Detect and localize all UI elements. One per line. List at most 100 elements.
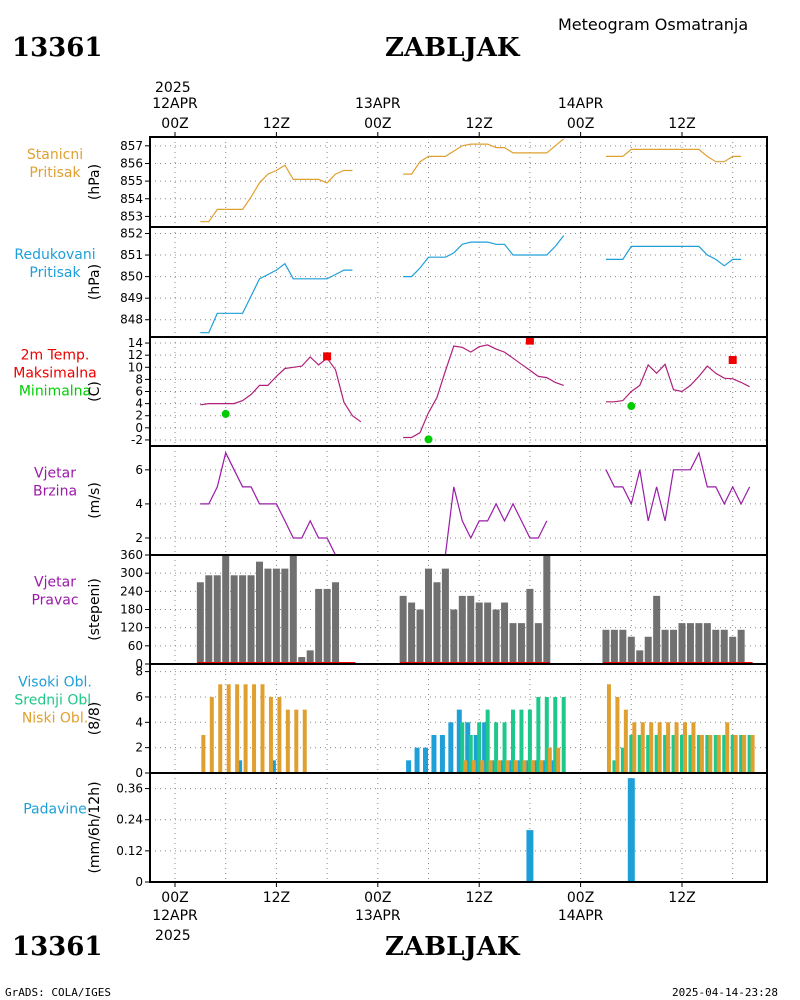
series-line: [606, 245, 742, 267]
wind-direction-bar: [239, 575, 247, 664]
cloud-bar: [423, 747, 428, 773]
cloud-bar: [277, 696, 282, 773]
panel-label: Pritisak: [29, 165, 81, 181]
cloud-bar: [556, 747, 561, 773]
station-id: 13361: [12, 33, 102, 63]
max-temp-marker: [525, 336, 534, 345]
cloud-bar: [494, 722, 499, 773]
panel-label: Vjetar: [34, 466, 76, 482]
cloud-bar: [646, 734, 651, 773]
cloud-bar: [527, 709, 532, 773]
wind-direction-bar: [517, 623, 525, 664]
cloud-bar: [285, 709, 290, 773]
y-tick-label: 854: [120, 192, 143, 206]
cloud-bar: [750, 734, 755, 773]
cloud-bar: [530, 760, 535, 773]
wind-direction-bar: [315, 588, 323, 664]
cloud-bar: [657, 722, 662, 773]
top-hour-label: 12Z: [668, 116, 695, 132]
wind-direction-bar: [458, 595, 466, 664]
cloud-bar: [547, 747, 552, 773]
y-tick-label: 849: [120, 291, 143, 305]
panel-label: Maksimalna: [13, 366, 97, 382]
panel-station_pressure: 853 854 855 856 857 Stanicni Pritisak (hPa): [27, 136, 768, 228]
cloud-bar: [640, 722, 645, 773]
cloud-bar: [505, 760, 510, 773]
cloud-bar: [226, 684, 231, 773]
wind-direction-bar: [408, 602, 416, 664]
y-tick-label: 0.36: [116, 782, 143, 796]
series-line: [403, 138, 565, 175]
series-line: [403, 235, 565, 278]
wind-direction-bar: [729, 636, 737, 664]
cloud-bar: [544, 696, 549, 773]
cloud-bar: [460, 722, 465, 773]
cloud-bar: [725, 722, 730, 773]
cloud-bar: [456, 709, 462, 773]
y-tick-label: 0: [135, 657, 143, 671]
cloud-bar: [671, 734, 676, 773]
cloud-bar: [536, 696, 541, 773]
cloud-bar: [511, 709, 515, 773]
panel-frame: [149, 772, 768, 883]
wind-direction-bar: [272, 568, 280, 664]
wind-direction-bar: [205, 575, 213, 664]
cloud-bar: [260, 684, 265, 773]
y-tick-label: 2: [135, 531, 143, 545]
wind-direction-bar: [450, 609, 458, 664]
y-tick-label: 851: [120, 248, 143, 262]
panel-label: Redukovani: [14, 247, 95, 263]
y-tick-label: 12: [128, 348, 143, 362]
station-name: ZABLJAK: [385, 33, 521, 63]
cloud-bar: [406, 760, 412, 773]
cloud-bar: [473, 734, 479, 773]
wind-direction-bar: [686, 623, 694, 664]
wind-direction-bar: [492, 609, 500, 664]
wind-direction-bar: [661, 629, 669, 664]
cloud-bar: [439, 734, 445, 773]
cloud-bar: [532, 760, 538, 773]
cloud-bar: [553, 696, 558, 773]
bottom-year: 2025: [155, 928, 191, 944]
y-axis-label: (mm/6h/12h): [87, 781, 103, 873]
wind-direction-bar: [298, 657, 306, 664]
cloud-bar: [514, 760, 518, 773]
cloud-bar: [235, 684, 240, 773]
wind-direction-bar: [602, 629, 610, 664]
panel-label: Brzina: [33, 484, 77, 500]
cloud-bar: [497, 760, 502, 773]
y-tick-label: 4: [135, 497, 143, 511]
bottom-hour-label: 00Z: [161, 890, 188, 906]
y-axis-label: (m/s): [87, 482, 103, 519]
y-tick-label: 180: [120, 603, 143, 617]
wind-direction-bar: [441, 568, 449, 664]
wind-direction-bar: [289, 555, 297, 664]
wind-direction-bar: [467, 595, 475, 664]
y-tick-label: 850: [120, 270, 143, 284]
panel-label: Padavine: [23, 802, 87, 818]
cloud-bar: [468, 734, 473, 773]
panel-label: Vjetar: [34, 575, 76, 591]
cloud-bar: [209, 696, 214, 773]
cloud-bar: [431, 734, 437, 773]
y-tick-label: 852: [120, 226, 143, 240]
wind-direction-bar: [213, 575, 221, 664]
wind-direction-bar: [264, 568, 272, 664]
cloud-bar: [606, 684, 611, 773]
cloud-bar: [722, 734, 727, 773]
y-tick-label: 14: [128, 336, 143, 350]
wind-direction-bar: [720, 629, 728, 664]
wind-direction-bar: [703, 623, 711, 664]
y-tick-label: 2: [135, 741, 143, 755]
cloud-bar: [502, 722, 507, 773]
y-tick-label: 6: [135, 690, 143, 704]
y-tick-label: 855: [120, 174, 143, 188]
wind-direction-bar: [737, 629, 745, 664]
bottom-date-label: 12APR: [152, 908, 198, 924]
cloud-bar: [471, 760, 476, 773]
panel-label: Pritisak: [29, 265, 81, 281]
cloud-bar: [268, 696, 273, 773]
y-tick-label: 8: [135, 372, 143, 386]
